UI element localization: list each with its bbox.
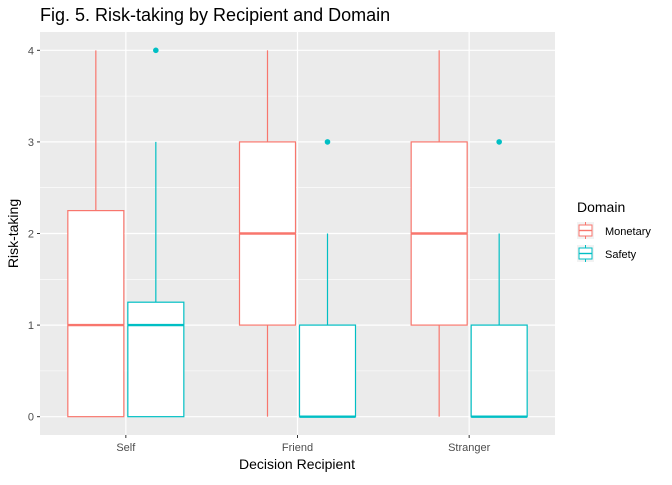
box-safety-friend [298,139,357,418]
legend-label: Monetary [605,226,651,238]
y-tick-label: 2 [28,229,34,241]
box-monetary-friend [238,50,297,417]
outlier-point [496,139,502,145]
grid-lines [40,32,555,435]
legend: Domain Monetary Safety [577,199,651,262]
chart-title: Fig. 5. Risk-taking by Recipient and Dom… [40,5,390,25]
outlier-point [153,47,159,54]
legend-title: Domain [577,199,625,215]
x-tick-label: Friend [282,442,313,454]
legend-key-monetary [577,222,594,239]
x-tick-label: Self [116,442,136,454]
box-monetary-stranger [410,50,468,417]
box-safety-stranger [470,139,528,418]
y-axis-label: Risk-taking [5,199,21,268]
box-monetary-self [67,50,125,418]
box-safety-self [127,47,185,418]
y-tick-label: 1 [28,320,34,332]
box-iqr [67,210,125,418]
y-tick-label: 0 [28,412,34,424]
x-tick-label: Stranger [448,442,491,454]
box-iqr [470,324,528,418]
legend-label: Safety [605,249,637,261]
box-iqr [298,324,357,418]
box-iqr [127,301,185,418]
x-axis-label: Decision Recipient [239,456,355,472]
y-tick-label: 4 [28,45,34,57]
axis-layer: 0 1 2 3 4 Self Friend Stranger [28,45,491,454]
y-tick-label: 3 [28,137,34,149]
legend-key-safety [577,245,594,262]
outlier-point [324,139,331,145]
box-layer [67,47,528,418]
